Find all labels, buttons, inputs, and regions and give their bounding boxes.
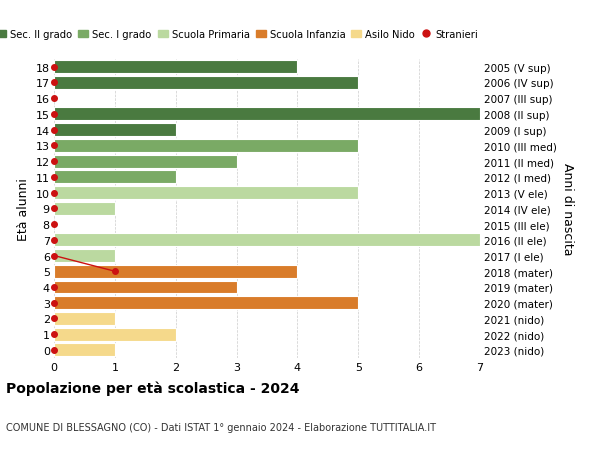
Bar	[54, 108, 480, 121]
Text: COMUNE DI BLESSAGNO (CO) - Dati ISTAT 1° gennaio 2024 - Elaborazione TUTTITALIA.: COMUNE DI BLESSAGNO (CO) - Dati ISTAT 1°…	[6, 422, 436, 432]
Legend: Sec. II grado, Sec. I grado, Scuola Primaria, Scuola Infanzia, Asilo Nido, Stran: Sec. II grado, Sec. I grado, Scuola Prim…	[0, 26, 482, 44]
Bar	[54, 61, 298, 74]
Bar	[54, 155, 236, 168]
Bar	[54, 265, 298, 278]
Bar	[54, 281, 236, 294]
Y-axis label: Anni di nascita: Anni di nascita	[561, 162, 574, 255]
Bar	[54, 187, 358, 200]
Bar	[54, 250, 115, 263]
Bar	[54, 77, 358, 90]
Text: Popolazione per età scolastica - 2024: Popolazione per età scolastica - 2024	[6, 381, 299, 396]
Bar	[54, 124, 176, 137]
Bar	[54, 344, 115, 357]
Bar	[54, 328, 176, 341]
Bar	[54, 140, 358, 152]
Bar	[54, 171, 176, 184]
Bar	[54, 202, 115, 215]
Bar	[54, 312, 115, 325]
Y-axis label: Età alunni: Età alunni	[17, 178, 30, 240]
Bar	[54, 297, 358, 309]
Bar	[54, 234, 480, 246]
